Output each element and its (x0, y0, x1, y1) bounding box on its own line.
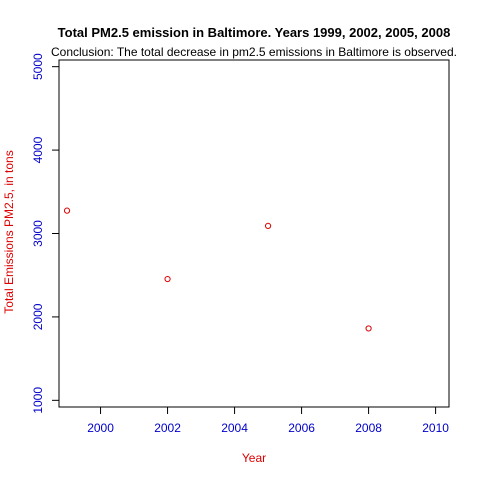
chart-subtitle: Conclusion: The total decrease in pm2.5 … (51, 45, 457, 59)
x-tick-label: 2004 (221, 421, 248, 435)
y-tick-label: 5000 (31, 53, 45, 80)
x-tick-label: 2010 (422, 421, 449, 435)
x-axis-title: Year (242, 451, 266, 465)
x-axis: 2000 2002 2004 2006 2008 2010 (87, 406, 449, 435)
data-points (63, 207, 372, 332)
x-tick-label: 2002 (154, 421, 181, 435)
data-point (164, 275, 171, 283)
y-tick-label: 2000 (31, 303, 45, 330)
x-tick-label: 2008 (355, 421, 382, 435)
x-tick-label: 2000 (87, 421, 114, 435)
chart-title: Total PM2.5 emission in Baltimore. Years… (58, 25, 451, 40)
y-axis-title: Total Emissions PM2.5, in tons (2, 150, 16, 313)
data-point (365, 325, 372, 332)
y-tick-label: 4000 (31, 136, 45, 163)
data-point (63, 207, 71, 214)
y-tick-label: 1000 (31, 387, 45, 414)
x-tick-label: 2006 (288, 421, 315, 435)
plot-frame (58, 59, 450, 408)
y-axis: 1000 2000 3000 4000 5000 (31, 53, 60, 414)
data-point (264, 222, 272, 230)
y-tick-label: 3000 (31, 220, 45, 247)
